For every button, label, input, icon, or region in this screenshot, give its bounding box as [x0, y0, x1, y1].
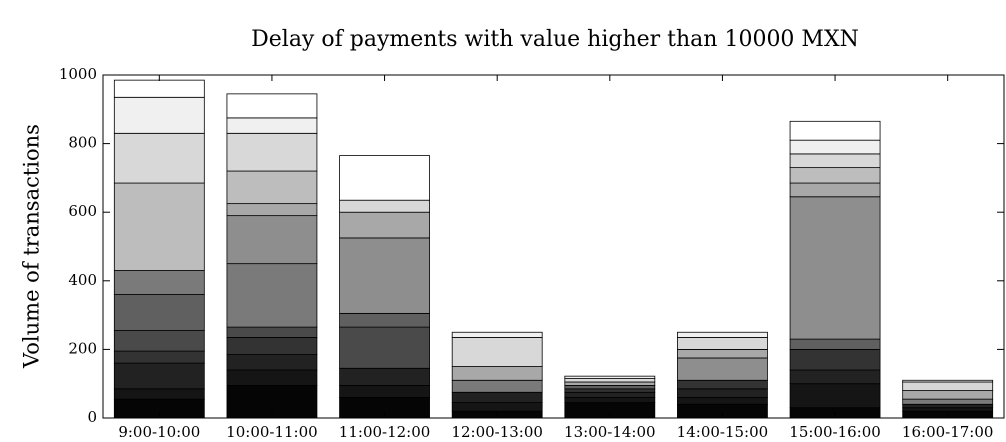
- bar-segment: [226, 132, 318, 172]
- bar-segment: [339, 312, 430, 328]
- bar-segment: [113, 362, 205, 390]
- bar-segment: [339, 155, 430, 201]
- x-tick-label: 9:00-10:00: [118, 423, 200, 441]
- bar-segment: [902, 379, 994, 383]
- bar-segment: [226, 354, 318, 371]
- bar-segment: [113, 388, 205, 400]
- x-tick-label: 13:00-14:00: [564, 423, 656, 441]
- bar-segment: [113, 294, 205, 331]
- bar-segment: [339, 367, 430, 386]
- bar-segment: [451, 366, 543, 381]
- bar-segment: [564, 378, 656, 383]
- bar-segment: [226, 369, 318, 386]
- y-tick-label: 200: [68, 339, 97, 357]
- chart-title: Delay of payments with value higher than…: [251, 27, 859, 52]
- bar-segment: [564, 375, 656, 379]
- y-tick-label: 800: [68, 134, 97, 152]
- bar-segment: [226, 170, 318, 205]
- bar-segment: [789, 139, 881, 155]
- bar-segment: [564, 388, 656, 393]
- x-tick-label: 10:00-11:00: [226, 423, 318, 441]
- bar-segment: [677, 388, 768, 398]
- plot-frame: [102, 74, 1005, 419]
- bar-segment: [339, 237, 430, 314]
- bar-segment: [113, 182, 205, 271]
- bar-segment: [113, 79, 205, 98]
- bar-segment: [226, 117, 318, 134]
- bar-segment: [113, 330, 205, 352]
- bar-segment: [677, 397, 768, 405]
- x-tick-label: 12:00-13:00: [451, 423, 543, 441]
- bar-segment: [902, 381, 994, 391]
- bar-segment: [226, 326, 318, 338]
- bar-segment: [226, 93, 318, 119]
- bar-segment: [789, 153, 881, 169]
- bar-segment: [789, 182, 881, 198]
- bar-segment: [226, 215, 318, 265]
- bar-segment: [451, 336, 543, 367]
- bar-segment: [339, 211, 430, 239]
- bar-segment: [451, 402, 543, 412]
- bar-segment: [789, 348, 881, 371]
- bar-segment: [789, 338, 881, 350]
- bar-segment: [677, 348, 768, 359]
- bar-segment: [677, 336, 768, 350]
- bar-segment: [789, 369, 881, 385]
- bar-segment: [339, 326, 430, 369]
- bar-segment: [902, 403, 994, 409]
- x-tick-label: 16:00-17:00: [902, 423, 994, 441]
- y-tick-label: 1000: [59, 65, 97, 83]
- bar-segment: [113, 96, 205, 134]
- bar-segment: [564, 381, 656, 386]
- bar-segment: [451, 379, 543, 393]
- bar-segment: [226, 263, 318, 328]
- bar-segment: [226, 203, 318, 217]
- x-tick-label: 14:00-15:00: [677, 423, 769, 441]
- bar-segment: [789, 383, 881, 409]
- bar-segment: [677, 379, 768, 390]
- bar-segment: [677, 331, 768, 338]
- bar-segment: [564, 385, 656, 390]
- bar-segment: [902, 407, 994, 412]
- x-tick-label: 15:00-16:00: [789, 423, 881, 441]
- y-tick-label: 400: [68, 271, 97, 289]
- bar-segment: [902, 390, 994, 400]
- bar-segment: [789, 167, 881, 184]
- bar-segment: [789, 120, 881, 141]
- bar-segment: [564, 391, 656, 398]
- y-tick-label: 600: [68, 202, 97, 220]
- bar-segment: [113, 132, 205, 184]
- bar-segment: [564, 397, 656, 403]
- bar-segment: [113, 350, 205, 364]
- bar-segment: [113, 270, 205, 295]
- bar-segment: [789, 196, 881, 340]
- bar-segment: [451, 331, 543, 338]
- x-tick-label: 11:00-12:00: [339, 423, 431, 441]
- bar-segment: [339, 385, 430, 398]
- bar-segment: [339, 199, 430, 213]
- y-axis-label: Volume of transactions: [20, 124, 44, 369]
- bar-segment: [451, 391, 543, 403]
- bar-segment: [677, 357, 768, 381]
- y-tick-label: 0: [87, 408, 97, 426]
- bar-segment: [902, 398, 994, 405]
- bar-segment: [226, 336, 318, 355]
